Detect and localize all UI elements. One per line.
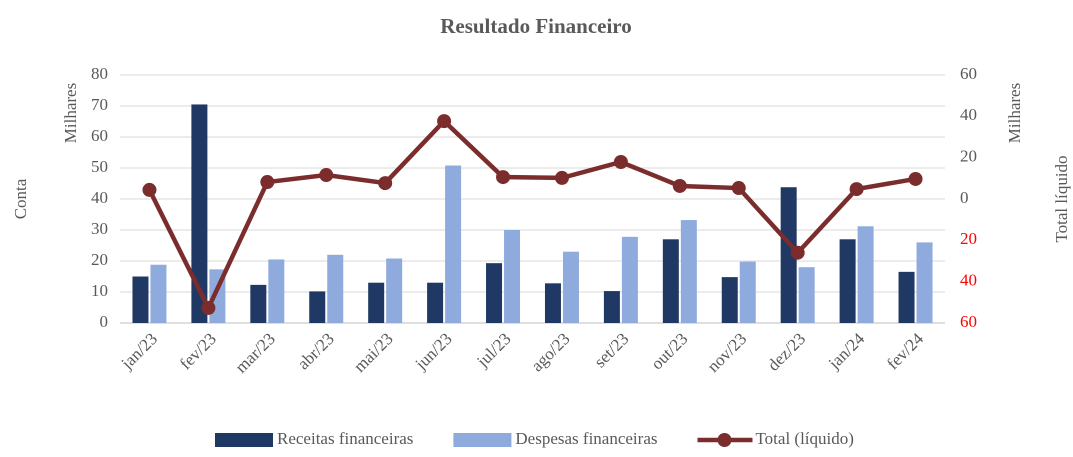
line-marker <box>554 170 569 185</box>
legend-swatch <box>215 433 273 447</box>
y-tick-label: 40 <box>91 188 108 207</box>
x-tick-label: abr/23 <box>294 329 338 373</box>
y2-axis-title: Total líquido <box>1052 155 1071 242</box>
bar <box>132 276 149 323</box>
bar <box>680 220 697 323</box>
chart-title: Resultado Financeiro <box>440 14 632 38</box>
bar <box>544 283 561 323</box>
bar <box>562 251 579 323</box>
x-tick-label: ago/23 <box>527 329 573 375</box>
y-tick-label: 60 <box>91 126 108 145</box>
y-tick-label: 80 <box>91 64 108 83</box>
x-tick-label: fev/23 <box>176 329 220 373</box>
y-tick-label: 30 <box>91 219 108 238</box>
x-tick-label: fev/24 <box>883 329 927 373</box>
bar <box>250 284 267 323</box>
x-tick-label: jan/23 <box>117 329 161 373</box>
bar <box>427 282 444 323</box>
y-tick-label: 10 <box>91 281 108 300</box>
bar <box>386 258 403 323</box>
line-marker <box>437 114 452 129</box>
bar <box>662 239 679 323</box>
y2-axis-unit: Milhares <box>1005 83 1024 143</box>
y2-tick-label: 60 <box>960 64 977 83</box>
line-marker <box>201 300 216 315</box>
x-tick-label: jan/24 <box>824 329 869 374</box>
x-tick-label: mar/23 <box>231 329 278 376</box>
legend-swatch <box>717 433 732 447</box>
bar <box>898 271 915 323</box>
x-tick-label: set/23 <box>590 329 632 371</box>
bar <box>191 104 208 323</box>
y2-tick-label: 60 <box>960 312 977 331</box>
bar <box>916 242 933 323</box>
line-marker <box>672 178 687 193</box>
y-axis-title: Conta <box>11 178 30 219</box>
bar <box>327 254 344 323</box>
y2-tick-label: 20 <box>960 229 977 248</box>
legend-label: Total (líquido) <box>755 429 853 448</box>
line-marker <box>731 181 746 196</box>
bar <box>268 259 285 323</box>
line-marker <box>613 155 628 170</box>
bar <box>309 291 326 323</box>
y-axis-unit: Milhares <box>61 83 80 143</box>
y2-tick-label: 40 <box>960 105 977 124</box>
bar <box>621 236 638 323</box>
y2-tick-label: 20 <box>960 147 977 166</box>
line-marker <box>790 245 805 260</box>
bar <box>721 277 738 323</box>
line-marker <box>319 168 334 183</box>
bar <box>486 263 503 323</box>
bar <box>445 165 462 323</box>
x-tick-label: nov/23 <box>704 329 751 376</box>
y-tick-label: 50 <box>91 157 108 176</box>
line-marker <box>142 182 157 197</box>
bar <box>739 261 756 323</box>
bar <box>839 239 856 323</box>
y2-tick-label: 0 <box>960 188 969 207</box>
x-tick-label: mai/23 <box>350 329 397 376</box>
x-tick-label: jun/23 <box>411 329 456 374</box>
bar <box>368 282 385 323</box>
bar <box>798 267 815 323</box>
line-marker <box>849 182 864 197</box>
line <box>147 117 916 314</box>
legend-swatch <box>453 433 512 447</box>
x-tick-label: jul/23 <box>472 329 514 371</box>
bar <box>857 226 874 323</box>
y-tick-label: 20 <box>91 250 108 269</box>
y-tick-label: 0 <box>100 312 109 331</box>
legend-label: Receitas financeiras <box>277 429 413 448</box>
y2-tick-label: 40 <box>960 271 977 290</box>
line-marker <box>496 170 511 185</box>
bar <box>603 291 620 323</box>
x-tick-label: out/23 <box>647 329 691 373</box>
line-marker <box>908 171 923 186</box>
bar <box>780 187 797 323</box>
legend-label: Despesas financeiras <box>515 429 657 448</box>
line-marker <box>378 176 393 191</box>
y-tick-label: 70 <box>91 95 108 114</box>
bar <box>150 264 167 323</box>
x-tick-label: dez/23 <box>764 329 809 374</box>
bar <box>504 230 521 323</box>
line-marker <box>260 175 275 190</box>
